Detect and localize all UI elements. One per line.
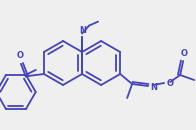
Text: O: O bbox=[181, 49, 188, 58]
Text: O: O bbox=[16, 51, 24, 60]
Text: N: N bbox=[80, 26, 87, 35]
Text: O: O bbox=[166, 79, 173, 87]
Text: N: N bbox=[150, 83, 157, 92]
